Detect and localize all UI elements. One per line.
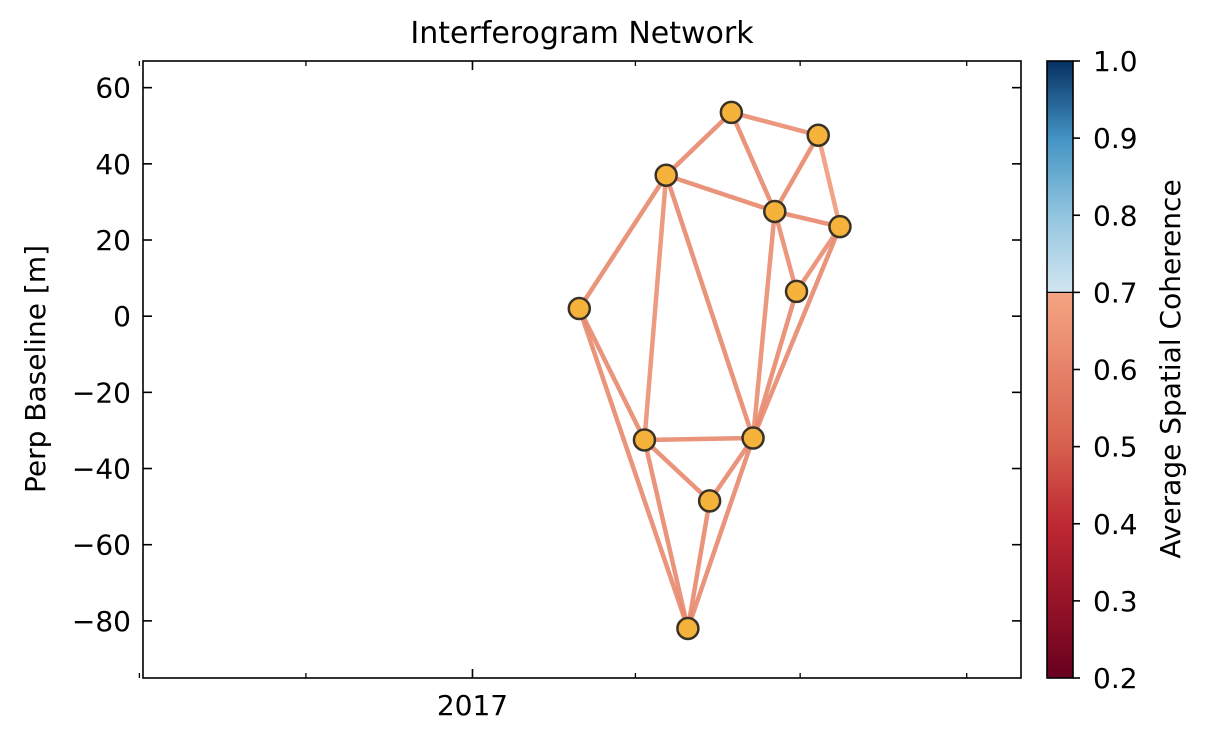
network-edge: [750, 289, 799, 441]
colorbar-tick-label: 1.0: [1093, 45, 1138, 78]
colorbar-tick-label: 0.5: [1093, 431, 1138, 464]
network-edge: [772, 209, 799, 294]
network-edge: [707, 435, 756, 504]
network-edge: [815, 133, 843, 229]
network-edge: [642, 435, 756, 443]
colorbar-bar: [1046, 60, 1074, 679]
network-edge: [642, 437, 712, 504]
network-edge: [663, 173, 756, 441]
acquisition-node: [784, 279, 809, 304]
network-edge: [577, 306, 647, 443]
network-edge: [750, 224, 843, 441]
y-tick-label: −60: [72, 529, 131, 562]
y-tick-label: −20: [72, 376, 131, 409]
colorbar-tick-label: 0.8: [1093, 199, 1138, 232]
y-tick-label: 60: [95, 72, 131, 105]
y-tick-label: 20: [95, 224, 131, 257]
colorbar-tick-label: 0.7: [1093, 276, 1138, 309]
network-edge: [642, 173, 669, 443]
network-edge: [750, 209, 778, 441]
network-edge: [577, 306, 691, 631]
acquisition-node: [676, 616, 700, 641]
x-tick-label: 2017: [437, 689, 508, 722]
y-tick-label: 40: [95, 148, 131, 181]
network-edge: [577, 173, 669, 311]
colorbar-label: Average Spatial Coherence: [1154, 179, 1187, 558]
network-edge: [772, 133, 821, 214]
plot-area: 60 40 20 0 −20 −40 −60 −80 2017: [72, 60, 1022, 722]
network-edge: [794, 224, 843, 294]
edges-group: [577, 110, 843, 631]
colorbar-tick-label: 0.3: [1093, 585, 1138, 618]
acquisition-node: [567, 296, 592, 321]
acquisition-node: [654, 163, 678, 188]
colorbar-tick-label: 0.9: [1093, 122, 1138, 155]
colorbar-tick-label: 0.4: [1093, 508, 1138, 541]
colorbar-tick-label: 0.2: [1093, 662, 1138, 695]
colorbar-tick-label: 0.6: [1093, 354, 1138, 387]
acquisition-node: [741, 426, 765, 450]
network-edge: [663, 110, 734, 178]
acquisition-node: [719, 100, 744, 125]
network-edge: [729, 110, 821, 138]
network-edge: [685, 498, 712, 631]
network-edge: [685, 435, 756, 631]
acquisition-node: [828, 214, 852, 239]
y-axis-label: Perp Baseline [m]: [19, 245, 52, 493]
acquisition-node: [806, 123, 830, 148]
network-edge: [729, 110, 778, 214]
nodes-group: [567, 100, 852, 641]
network-edge: [663, 173, 778, 214]
colorbar: 1.0 0.9 0.8 0.7 0.6 0.5 0.4 0.3 0.2: [1046, 45, 1138, 695]
acquisition-node: [697, 489, 722, 513]
y-tick-label: 0: [113, 300, 131, 333]
acquisition-node: [632, 428, 657, 452]
acquisition-node: [763, 199, 787, 224]
y-tick-label: −40: [72, 453, 131, 486]
y-tick-label: −80: [72, 605, 131, 638]
plot-frame: [142, 60, 1022, 679]
chart-title: Interferogram Network: [410, 16, 754, 51]
network-edge: [642, 437, 691, 631]
